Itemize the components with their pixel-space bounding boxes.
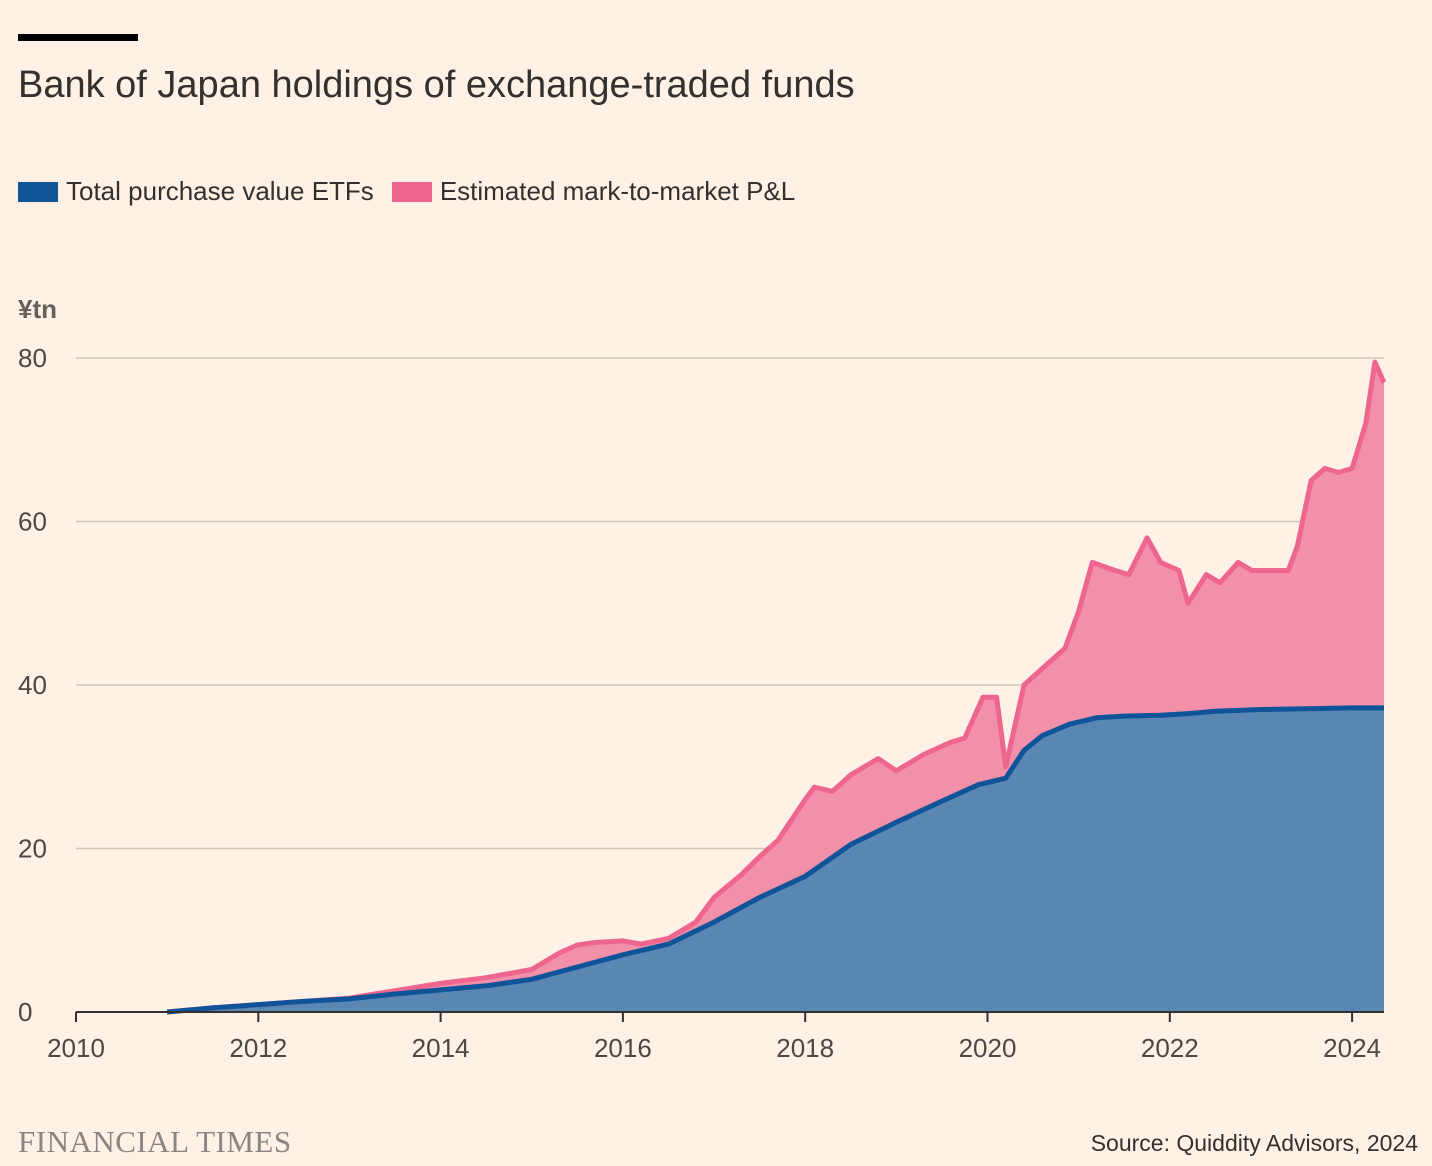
y-tick-label: 20 [18,834,47,864]
source-note: Source: Quiddity Advisors, 2024 [1090,1130,1418,1156]
purchase-area [167,707,1385,1012]
x-tick-label: 2018 [776,1033,834,1063]
y-axis-unit-label: ¥tn [18,294,57,324]
x-tick-label: 2014 [412,1033,470,1063]
pnl-line [166,359,1387,1015]
y-tick-label: 60 [18,507,47,537]
legend-label-pnl: Estimated mark-to-market P&L [439,176,796,206]
x-tick-label: 2022 [1141,1033,1199,1063]
x-tick-label: 2020 [959,1033,1017,1063]
legend-swatch-purchase [18,181,58,202]
legend-item-pnl: Estimated mark-to-market P&L [391,176,796,207]
x-tick-label: 2010 [47,1033,105,1063]
legend: Total purchase value ETFs Estimated mark… [18,176,813,207]
y-tick-label: 80 [18,343,47,373]
x-tick-label: 2012 [229,1033,287,1063]
legend-label-purchase: Total purchase value ETFs [66,176,374,206]
y-tick-label: 0 [18,997,32,1027]
x-tick-label: 2016 [594,1033,652,1063]
chart-title: Bank of Japan holdings of exchange-trade… [18,64,855,106]
y-tick-label: 40 [18,670,47,700]
purchase-line [166,705,1384,1015]
x-tick-label: 2024 [1323,1033,1381,1063]
ft-logo: FINANCIAL TIMES [18,1124,292,1159]
legend-item-purchase: Total purchase value ETFs [18,176,374,207]
top-rule [18,34,138,41]
legend-swatch-pnl [391,181,432,202]
